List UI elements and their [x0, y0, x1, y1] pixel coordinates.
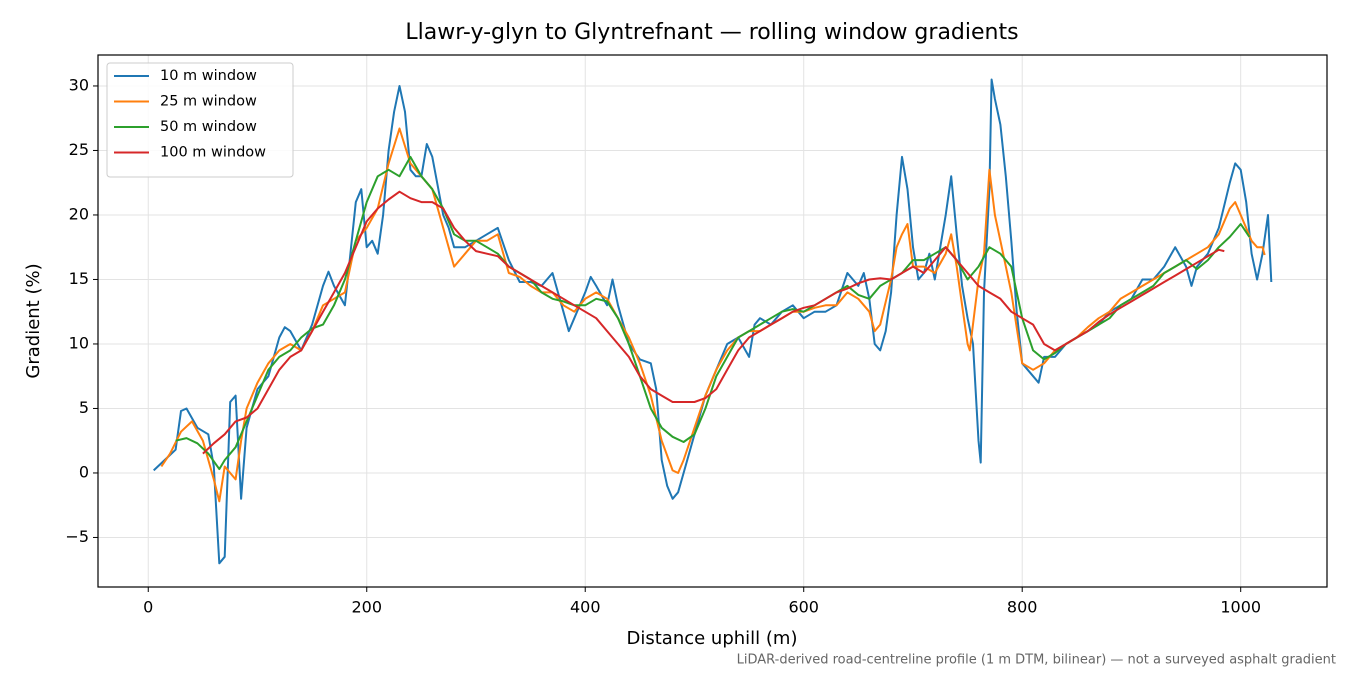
x-tick-label: 200 [351, 598, 382, 617]
x-tick-label: 600 [788, 598, 819, 617]
x-tick-label: 800 [1007, 598, 1038, 617]
y-tick-label: 10 [69, 333, 89, 352]
x-tick-label: 1000 [1220, 598, 1261, 617]
legend-label: 10 m window [160, 68, 257, 84]
legend-label: 50 m window [160, 119, 257, 135]
y-tick-label: −5 [65, 527, 89, 546]
y-axis-label: Gradient (%) [23, 263, 44, 378]
y-tick-label: 5 [79, 398, 89, 417]
legend-label: 25 m window [160, 94, 257, 110]
series-line [160, 127, 1266, 503]
x-tick-label: 400 [570, 598, 601, 617]
y-tick-label: 15 [69, 269, 89, 288]
x-axis-label: Distance uphill (m) [627, 628, 798, 649]
y-tick-label: 20 [69, 204, 89, 223]
legend-box [106, 62, 294, 178]
x-tick-label: 0 [143, 598, 153, 617]
series-line [175, 155, 1251, 471]
chart-title: Llawr-y-glyn to Glyntrefnant — rolling w… [405, 20, 1018, 45]
series-line [202, 190, 1225, 455]
y-tick-label: 0 [79, 462, 89, 481]
legend-label: 100 m window [160, 145, 266, 161]
plot-frame [97, 54, 1328, 588]
footnote: LiDAR-derived road-centreline profile (1… [737, 653, 1336, 668]
y-tick-label: 30 [69, 75, 89, 94]
y-tick-label: 25 [69, 140, 89, 159]
